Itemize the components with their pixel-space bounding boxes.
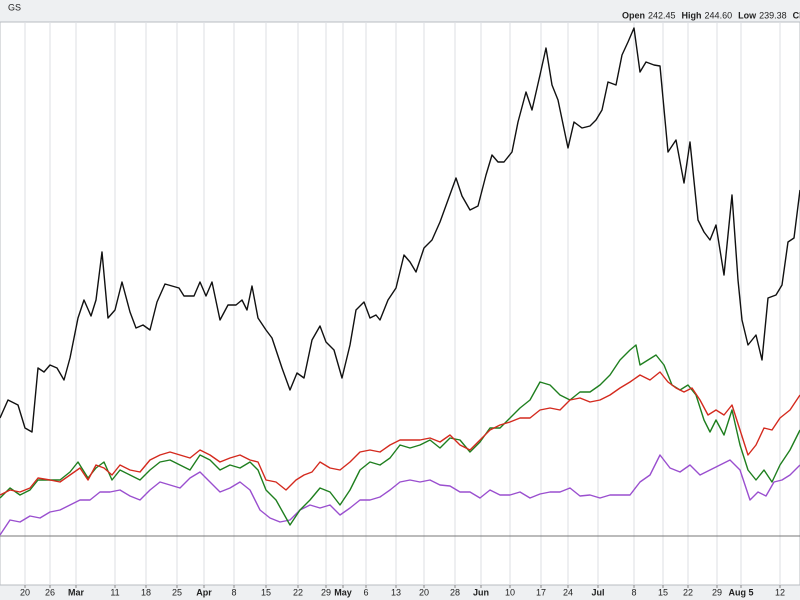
x-tick-label: 10 <box>505 587 515 597</box>
x-tick-label: 6 <box>363 587 368 597</box>
quote-label: Low <box>738 10 757 20</box>
x-tick-label: Apr <box>196 587 212 597</box>
series-line <box>0 344 800 526</box>
x-tick-label: 22 <box>683 587 693 597</box>
x-tick-label: 12 <box>775 587 785 597</box>
x-tick-label: 24 <box>563 587 573 597</box>
x-tick-label: 20 <box>419 587 429 597</box>
x-tick-label: 28 <box>450 587 460 597</box>
series-line <box>0 454 800 536</box>
series-line <box>0 371 800 496</box>
x-tick-label: 25 <box>172 587 182 597</box>
x-tick-label: 20 <box>20 587 30 597</box>
x-tick-label: 29 <box>712 587 722 597</box>
x-tick-label: 13 <box>391 587 401 597</box>
x-tick-label: Aug 5 <box>728 587 753 597</box>
x-tick-label: 26 <box>45 587 55 597</box>
quote-value: 239.38 <box>759 10 787 20</box>
series-line <box>0 27 800 433</box>
x-tick-label: Mar <box>68 587 85 597</box>
x-tick-label: 8 <box>631 587 636 597</box>
quote-label: High <box>682 10 702 20</box>
x-tick-label: 11 <box>110 587 119 597</box>
x-tick-label: 8 <box>231 587 236 597</box>
x-tick-label: 22 <box>293 587 303 597</box>
x-tick-label: 15 <box>261 587 271 597</box>
x-tick-label: Jul <box>591 587 604 597</box>
plot-area <box>0 21 800 586</box>
x-tick-label: 17 <box>536 587 546 597</box>
x-tick-label: 29 <box>321 587 331 597</box>
quote-value: 244.60 <box>705 10 733 20</box>
quote-label: Open <box>622 10 645 20</box>
symbol: GS <box>8 2 21 12</box>
quote-value: 242.45 <box>648 10 676 20</box>
x-tick-label: May <box>334 587 352 597</box>
x-tick-label: 15 <box>658 587 668 597</box>
quote-label: Close <box>793 10 800 20</box>
x-tick-label: Jun <box>473 587 489 597</box>
x-tick-label: 18 <box>141 587 151 597</box>
